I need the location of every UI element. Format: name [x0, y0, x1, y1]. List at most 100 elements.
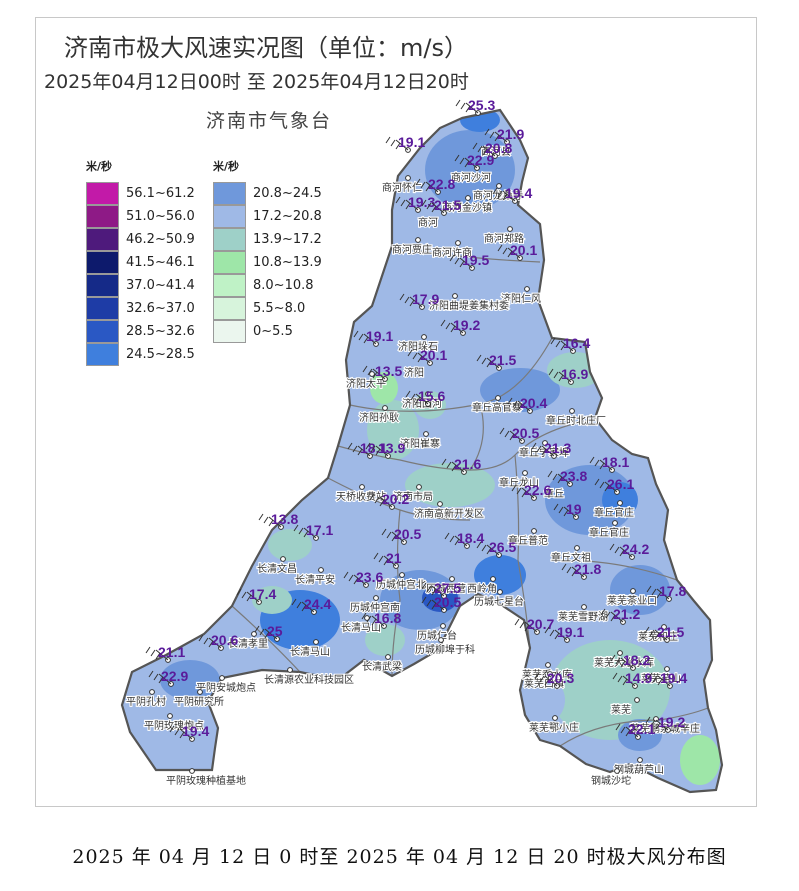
station-marker[interactable]: 18.2 — [610, 652, 650, 671]
station-marker[interactable]: 18.1 — [589, 454, 629, 473]
station-marker[interactable]: 长清马山 — [289, 639, 331, 659]
station-marker[interactable]: 21.3 — [531, 440, 571, 459]
station-marker[interactable]: 14.9 — [612, 670, 652, 689]
station-marker[interactable]: 21.1 — [145, 644, 185, 663]
station-marker[interactable]: 20.8 — [472, 140, 512, 159]
station-marker[interactable]: 商河贾庄 — [391, 237, 433, 257]
station-marker[interactable]: 21.5 — [476, 352, 516, 371]
station-marker[interactable]: 17.4 — [236, 586, 276, 605]
station-marker[interactable]: 13.5 — [362, 363, 402, 382]
station-marker[interactable]: 20.6 — [198, 632, 238, 651]
station-marker[interactable]: 19.1 — [353, 328, 393, 347]
station-marker[interactable]: 历城柳埠于科 — [414, 637, 476, 657]
station-marker[interactable]: 21.5 — [644, 624, 684, 643]
station-marker[interactable]: 20.7 — [514, 616, 554, 635]
station-marker[interactable]: 13.9 — [365, 440, 405, 459]
station-marker[interactable]: 章丘官庄 — [588, 520, 630, 540]
station-marker[interactable]: 钢城葫芦山 — [613, 757, 665, 777]
station-marker[interactable]: 17.1 — [293, 522, 333, 541]
station-marker[interactable]: 19 — [553, 501, 582, 520]
station-marker[interactable]: 19.4 — [647, 670, 687, 689]
station-marker[interactable]: 25.3 — [455, 97, 495, 116]
station-marker[interactable]: 23.6 — [343, 569, 383, 588]
station-marker[interactable]: 21.9 商河县 — [480, 126, 525, 159]
station-marker[interactable]: 平阴玫瑰种植基地 — [165, 768, 247, 788]
station-marker[interactable]: 商河金沙镇 — [441, 195, 493, 215]
station-marker[interactable]: 历城仁台 — [416, 623, 458, 643]
station-marker[interactable]: 16.9 — [548, 366, 588, 385]
station-marker[interactable]: 20.1 济阳 — [403, 347, 448, 380]
station-marker[interactable]: 26.5 — [476, 539, 516, 558]
station-marker[interactable]: 济阳太平 — [345, 371, 387, 391]
station-marker[interactable]: 商河龙桑寺 — [472, 183, 524, 203]
station-marker[interactable]: 长清源农业科技园区 — [263, 667, 355, 687]
station-marker[interactable]: 22.8 — [415, 176, 455, 195]
station-marker[interactable]: 济阳垛石 — [397, 334, 439, 354]
station-marker[interactable]: 长清马山 — [340, 615, 382, 635]
station-marker[interactable]: 章丘龙山 — [498, 470, 540, 490]
station-marker[interactable]: 21 — [373, 550, 402, 569]
station-marker[interactable]: 19.2 — [440, 317, 480, 336]
station-marker[interactable]: 天桥收费站 — [335, 484, 387, 504]
station-marker[interactable]: 济阳孙耿 — [358, 405, 400, 425]
station-marker[interactable]: 17.9 — [399, 291, 439, 310]
station-marker[interactable]: 26.1 — [594, 476, 634, 495]
station-marker[interactable]: 19.1 — [385, 134, 425, 153]
station-marker[interactable]: 23.8 章丘 — [543, 468, 588, 501]
station-marker[interactable]: 21.8 — [561, 561, 601, 580]
station-marker[interactable]: 19.5 — [449, 252, 489, 271]
station-marker[interactable]: 商河郑路 — [483, 226, 525, 246]
station-marker[interactable]: 历城七星台 — [473, 589, 525, 609]
station-marker[interactable]: 22.9 商河沙河 — [450, 152, 495, 185]
station-marker[interactable]: 21.5 商河 — [417, 197, 462, 230]
station-marker[interactable]: 18.4 — [444, 530, 484, 549]
station-marker[interactable]: 19.4 — [169, 723, 209, 742]
station-marker[interactable]: 济阳仁风 — [500, 286, 542, 306]
station-marker[interactable]: 钢城沙坨 — [590, 768, 632, 788]
station-marker[interactable]: 济阳曲堤姜集村委 — [428, 293, 510, 313]
station-marker[interactable]: 西岭角 — [466, 576, 498, 596]
station-marker[interactable]: 17.8 — [646, 583, 686, 602]
station-marker[interactable]: 莱芜茶业口 — [606, 588, 658, 608]
station-marker[interactable]: 济南市局 — [392, 484, 434, 504]
station-marker[interactable]: 章丘高官寨 — [471, 395, 523, 415]
station-marker[interactable]: 历城仲宫南 — [349, 595, 401, 615]
station-marker[interactable]: 24.4 — [291, 596, 331, 615]
station-marker[interactable]: 21.6 — [441, 456, 481, 475]
station-marker[interactable]: 20.5 — [421, 594, 461, 613]
station-marker[interactable]: 平阴孔村 — [125, 689, 167, 709]
station-marker[interactable]: 平阴研究所 — [173, 689, 225, 709]
station-marker[interactable]: 20.5 — [381, 526, 421, 545]
station-marker[interactable]: 长清平安 — [294, 567, 336, 587]
station-marker[interactable]: 章丘普范 — [507, 528, 549, 548]
station-marker[interactable]: 22.1 — [615, 721, 655, 740]
station-marker[interactable]: 济阳崔寨 — [399, 431, 441, 451]
station-marker[interactable]: 19.2 — [645, 714, 685, 733]
station-marker[interactable]: 19.4 — [492, 185, 532, 204]
station-marker[interactable]: 13.8 — [258, 511, 298, 530]
station-marker[interactable]: 平阴玫瑰炮点 — [143, 713, 205, 733]
station-marker[interactable]: 20.5 — [499, 425, 539, 444]
station-marker[interactable]: 长清文昌 — [256, 556, 298, 576]
station-marker[interactable]: 商河许商 — [431, 240, 473, 260]
station-marker[interactable]: 22.6 — [511, 482, 551, 501]
station-marker[interactable]: 19.1 — [544, 624, 584, 643]
station-marker[interactable]: 20.1 — [497, 242, 537, 261]
station-marker[interactable]: 平阴安城炮点 — [195, 675, 257, 695]
station-marker[interactable]: 商河怀仁 — [381, 175, 423, 195]
station-marker[interactable]: 15.6 — [405, 388, 445, 407]
station-marker[interactable]: 莱芜乔水库 — [521, 662, 573, 682]
station-marker[interactable]: 济南高新开发区 — [413, 501, 485, 521]
station-marker[interactable]: 莱芜口镇 — [523, 671, 565, 691]
station-marker[interactable]: 16.8 — [361, 610, 401, 629]
station-marker[interactable]: 24.2 — [609, 541, 649, 560]
station-marker[interactable]: 莱芜鄂小庄 — [528, 715, 580, 735]
station-marker[interactable]: 章丘时北庄厂 — [545, 408, 607, 428]
station-marker[interactable]: 历城仲宫北 — [375, 572, 427, 592]
station-marker[interactable]: 章丘官庄 — [593, 500, 635, 520]
station-marker[interactable]: 莱芜鹏泉城辛庄 — [629, 716, 701, 736]
station-marker[interactable]: 莱芜 — [610, 697, 640, 717]
station-marker[interactable]: 章丘文祖 — [550, 545, 592, 565]
station-marker[interactable]: 27.5 — [421, 580, 461, 599]
station-marker[interactable]: 20.3 — [534, 670, 574, 689]
